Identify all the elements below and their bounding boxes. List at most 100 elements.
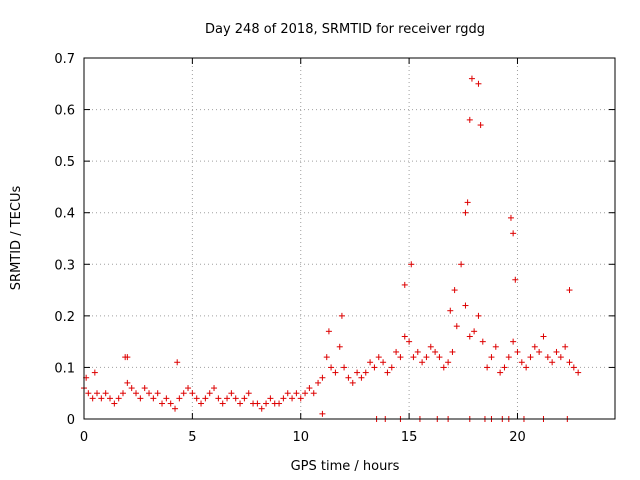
data-point (289, 395, 296, 402)
data-point (475, 312, 482, 319)
data-point (258, 405, 265, 412)
data-point (349, 379, 356, 386)
x-tick-label: 0 (80, 430, 88, 445)
data-point (276, 400, 283, 407)
chart-title: Day 248 of 2018, SRMTID for receiver rgd… (205, 22, 485, 37)
data-point (159, 400, 166, 407)
data-point (94, 390, 101, 397)
data-point (477, 122, 484, 129)
data-point (453, 323, 460, 330)
data-point (128, 385, 135, 392)
data-point (280, 395, 287, 402)
y-tick-label: 0.2 (54, 310, 75, 325)
data-point (406, 338, 413, 345)
y-tick-label: 0 (67, 413, 75, 428)
data-point (523, 364, 530, 371)
data-point (393, 348, 400, 355)
data-point (507, 214, 514, 221)
data-point (115, 395, 122, 402)
data-point (462, 302, 469, 309)
data-point (137, 395, 144, 402)
data-point (302, 390, 309, 397)
x-tick-label: 10 (292, 430, 309, 445)
data-point (319, 410, 326, 417)
data-point (111, 400, 118, 407)
data-point (445, 359, 452, 366)
data-point (562, 343, 569, 350)
data-point (332, 369, 339, 376)
data-point (293, 390, 300, 397)
data-point (419, 359, 426, 366)
data-point (488, 354, 495, 361)
data-point (254, 400, 261, 407)
data-point (107, 395, 114, 402)
data-point (479, 338, 486, 345)
y-axis-label: SRMTID / TECUs (9, 186, 24, 291)
data-point (328, 364, 335, 371)
data-point (325, 328, 332, 335)
data-point (427, 343, 434, 350)
data-point (263, 400, 270, 407)
data-point (423, 354, 430, 361)
data-points (81, 75, 582, 422)
data-point (141, 385, 148, 392)
axes-ticks: 0 0.1 0.2 0.3 0.4 0.5 0.6 0.7 0 5 10 15 20 (54, 52, 615, 445)
data-point (544, 354, 551, 361)
data-point (449, 348, 456, 355)
data-point (414, 348, 421, 355)
data-point (549, 359, 556, 366)
data-point (401, 333, 408, 340)
data-point (536, 348, 543, 355)
data-point (432, 348, 439, 355)
data-point (375, 354, 382, 361)
data-point (341, 364, 348, 371)
y-tick-label: 0.1 (54, 361, 75, 376)
data-point (501, 364, 508, 371)
data-point (211, 385, 218, 392)
data-point (323, 354, 330, 361)
data-point (98, 395, 105, 402)
data-point (150, 395, 157, 402)
data-point (185, 385, 192, 392)
y-tick-label: 0.6 (54, 104, 75, 119)
data-point (458, 261, 465, 268)
data-point (124, 379, 131, 386)
data-point (219, 400, 226, 407)
data-point (338, 312, 345, 319)
plot-frame (83, 57, 616, 420)
data-point (410, 354, 417, 361)
data-point (193, 395, 200, 402)
x-axis-label: GPS time / hours (291, 459, 400, 474)
data-point (345, 374, 352, 381)
data-point (224, 395, 231, 402)
data-point (241, 395, 248, 402)
data-point (475, 80, 482, 87)
data-point (540, 333, 547, 340)
data-point (85, 390, 92, 397)
data-point (146, 390, 153, 397)
data-point (505, 354, 512, 361)
data-point (570, 364, 577, 371)
data-point (228, 390, 235, 397)
data-point (245, 390, 252, 397)
data-point (462, 209, 469, 216)
data-point (154, 390, 161, 397)
data-point (497, 369, 504, 376)
data-point (557, 354, 564, 361)
data-point (315, 379, 322, 386)
data-point (284, 390, 291, 397)
data-point (371, 364, 378, 371)
data-point (384, 369, 391, 376)
data-point (484, 364, 491, 371)
data-point (189, 390, 196, 397)
data-point (310, 390, 317, 397)
data-point (553, 348, 560, 355)
data-point (102, 390, 109, 397)
data-point (440, 364, 447, 371)
data-point (566, 287, 573, 294)
y-tick-label: 0.3 (54, 258, 75, 273)
data-point (358, 374, 365, 381)
data-point (198, 400, 205, 407)
data-point (89, 395, 96, 402)
